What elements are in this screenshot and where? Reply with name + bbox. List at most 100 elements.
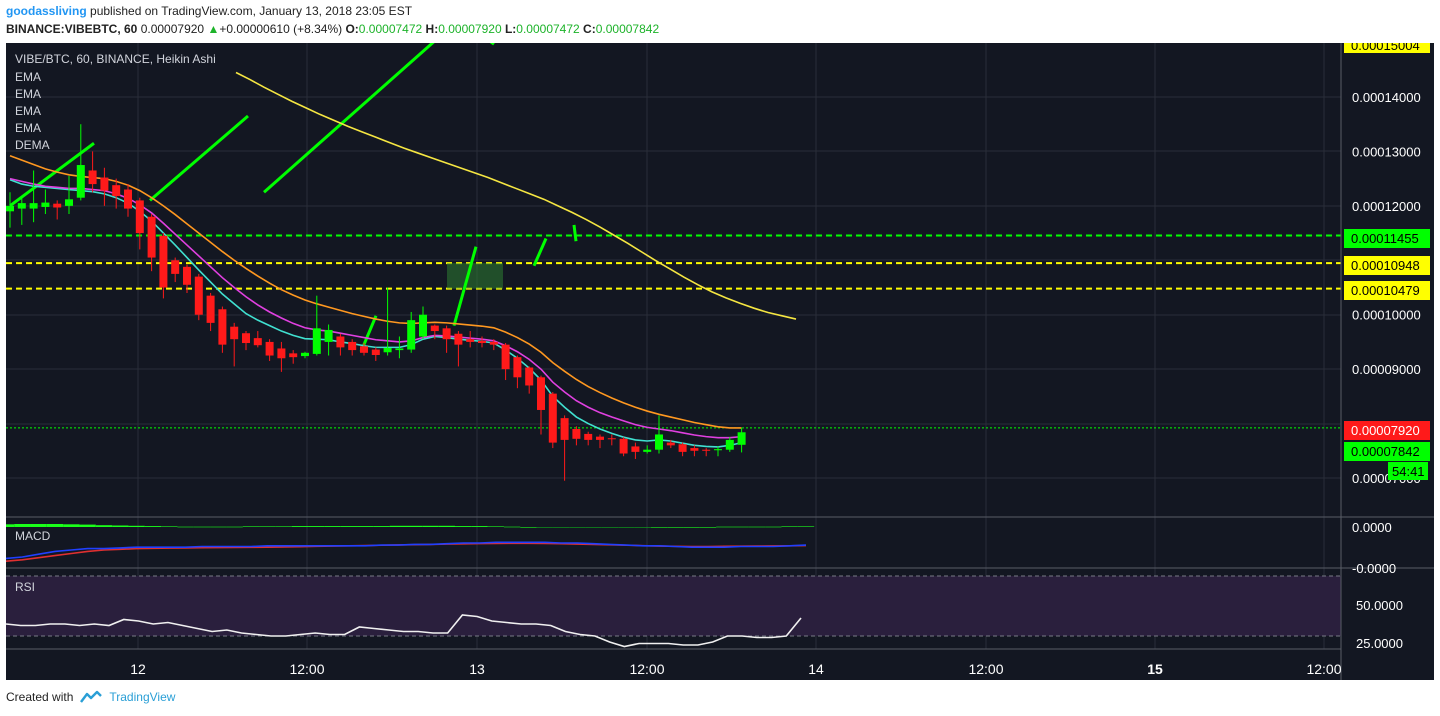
candle[interactable] (100, 167, 109, 206)
candle[interactable] (348, 339, 357, 356)
candle[interactable] (655, 415, 663, 454)
trend-line[interactable] (532, 237, 548, 267)
candle[interactable] (194, 273, 203, 321)
candle[interactable] (65, 175, 73, 215)
candle[interactable] (466, 331, 475, 348)
candle-body (100, 177, 109, 191)
candle[interactable] (702, 448, 711, 457)
candle[interactable] (312, 295, 321, 356)
candle[interactable] (324, 324, 333, 356)
candle[interactable] (383, 287, 392, 356)
candle[interactable] (537, 375, 545, 435)
candle[interactable] (525, 366, 534, 394)
candle[interactable] (147, 214, 156, 272)
candle[interactable] (41, 189, 50, 215)
candle[interactable] (737, 427, 746, 453)
candle[interactable] (489, 339, 498, 351)
candle[interactable] (242, 331, 250, 351)
legend-indicator[interactable]: EMA (15, 104, 41, 118)
candle[interactable] (336, 333, 345, 356)
price-badge[interactable]: 0.00011455 (1344, 229, 1430, 248)
candle[interactable] (584, 431, 593, 446)
candle[interactable] (442, 325, 451, 353)
price-badge[interactable]: 0.00010948 (1344, 256, 1430, 275)
macd-line[interactable] (5, 541, 807, 560)
candle[interactable] (572, 426, 581, 446)
price-badge[interactable]: 0.00010479 (1344, 281, 1430, 300)
countdown-badge: 54:41 (1388, 462, 1428, 480)
candle-body (41, 202, 50, 207)
horizontal-levels (6, 234, 1341, 429)
candle[interactable] (690, 445, 699, 457)
candle[interactable] (407, 311, 416, 353)
candle[interactable] (76, 124, 85, 201)
trend-line[interactable] (149, 114, 249, 202)
candle[interactable] (725, 437, 734, 452)
candle[interactable] (666, 439, 675, 449)
ema-line[interactable] (235, 71, 797, 320)
price-chart[interactable]: VIBE/BTC, 60, BINANCE, Heikin Ashi EMA E… (0, 37, 1434, 680)
ema-line[interactable] (9, 155, 742, 429)
candle[interactable] (513, 355, 522, 389)
legend-indicator[interactable]: EMA (15, 87, 41, 101)
trend-line[interactable] (572, 224, 578, 242)
tradingview-brand-link[interactable]: TradingView (109, 690, 176, 704)
price-badge[interactable]: 0.00015004 (1344, 37, 1430, 53)
candle[interactable] (360, 343, 368, 356)
candle[interactable] (289, 350, 298, 364)
candle[interactable] (643, 445, 652, 454)
author-username[interactable]: goodassliving (6, 4, 87, 18)
macd-axis-tick: 0.0000 (1352, 520, 1392, 535)
close-value: 0.00007842 (595, 22, 660, 36)
candle[interactable] (218, 306, 227, 353)
candle[interactable] (230, 322, 239, 367)
rsi-label[interactable]: RSI (15, 580, 35, 594)
candle[interactable] (714, 446, 722, 457)
candle[interactable] (253, 331, 262, 348)
candle[interactable] (183, 264, 191, 293)
candle[interactable] (631, 442, 640, 459)
candle[interactable] (135, 197, 144, 250)
zone-rectangle[interactable] (447, 263, 503, 289)
candle[interactable] (548, 392, 557, 449)
price-badge[interactable]: 0.00007920 (1344, 421, 1430, 440)
candle[interactable] (560, 415, 569, 481)
candle[interactable] (88, 151, 97, 193)
candle[interactable] (206, 292, 215, 332)
candle[interactable] (277, 341, 286, 372)
candle[interactable] (53, 200, 62, 220)
legend-indicator[interactable]: EMA (15, 121, 41, 135)
candle[interactable] (454, 331, 463, 367)
candle[interactable] (171, 257, 180, 283)
candle[interactable] (596, 434, 604, 449)
legend-indicator[interactable]: DEMA (15, 138, 50, 152)
chart-container[interactable]: VIBE/BTC, 60, BINANCE, Heikin Ashi EMA E… (0, 37, 1434, 680)
candle[interactable] (371, 347, 380, 361)
candle[interactable] (265, 339, 274, 361)
macd-histogram-bar (781, 526, 798, 527)
candle-body (159, 235, 168, 288)
candle[interactable] (419, 306, 427, 340)
price-badge[interactable]: 0.00007842 (1344, 442, 1430, 461)
legend-indicator[interactable]: EMA (15, 70, 41, 84)
candle[interactable] (124, 184, 132, 217)
candle[interactable] (607, 434, 616, 446)
candle[interactable] (678, 442, 687, 457)
macd-label[interactable]: MACD (15, 529, 51, 543)
candle[interactable] (619, 437, 628, 457)
trend-line[interactable] (9, 142, 95, 208)
trend-line[interactable] (263, 38, 437, 194)
candle[interactable] (501, 343, 510, 381)
candle[interactable] (478, 336, 486, 348)
rsi-line[interactable] (5, 614, 802, 648)
trend-line[interactable] (452, 246, 478, 327)
candle[interactable] (395, 336, 404, 359)
candle[interactable] (29, 170, 38, 223)
candle[interactable] (17, 197, 26, 225)
candle[interactable] (301, 351, 309, 359)
candle[interactable] (6, 192, 14, 228)
candle-body (678, 444, 687, 452)
candle[interactable] (159, 233, 168, 299)
candle[interactable] (112, 178, 121, 209)
candle[interactable] (430, 324, 439, 340)
